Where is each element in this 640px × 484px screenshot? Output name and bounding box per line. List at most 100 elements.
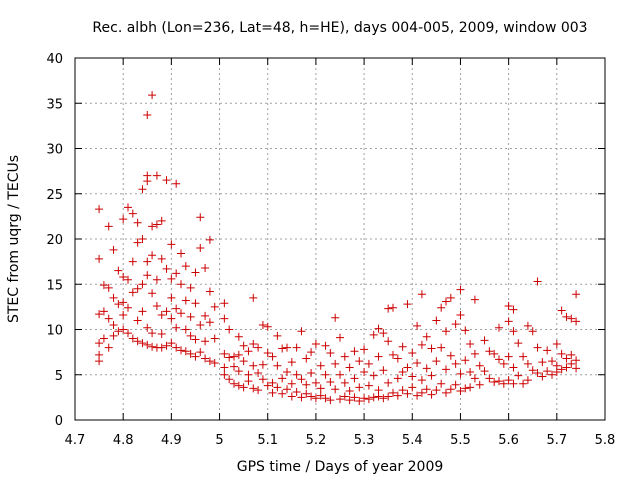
x-tick-label: 5.2 — [306, 433, 327, 448]
data-point — [548, 357, 556, 366]
data-point — [417, 340, 426, 349]
data-point — [143, 177, 152, 186]
data-point — [114, 300, 123, 309]
data-point — [181, 296, 190, 305]
data-point — [196, 320, 205, 329]
data-point — [273, 383, 282, 392]
data-point — [148, 342, 157, 351]
data-point — [340, 392, 349, 401]
data-point — [201, 354, 210, 363]
data-point — [451, 359, 460, 368]
data-point — [364, 381, 373, 390]
data-point — [567, 314, 576, 323]
data-point — [552, 368, 561, 377]
data-point — [466, 368, 475, 377]
data-point — [466, 383, 475, 392]
data-point — [311, 394, 320, 403]
data-point — [148, 222, 157, 231]
data-point — [297, 375, 306, 384]
data-point — [196, 244, 205, 253]
data-point — [128, 288, 137, 297]
data-point — [283, 385, 291, 394]
data-point — [210, 302, 219, 311]
y-tick-label: 35 — [46, 97, 63, 112]
data-point — [398, 386, 407, 395]
data-point — [422, 364, 431, 373]
data-point — [562, 312, 571, 321]
data-point — [446, 385, 455, 394]
ticks-layer: 4.7 4.8 4.9 5 5.1 5.2 5.3 5.4 5.5 5.6 5.7 5.8 0 5 10 15… — [46, 52, 615, 448]
data-point — [519, 379, 528, 388]
data-point — [181, 347, 190, 356]
y-tick-label: 5 — [55, 369, 63, 384]
data-point — [133, 316, 142, 325]
data-point — [379, 394, 388, 403]
data-point — [509, 379, 518, 388]
data-point — [552, 339, 561, 348]
data-point — [321, 341, 330, 350]
data-point — [461, 384, 470, 393]
data-point — [186, 312, 195, 321]
data-point — [225, 353, 234, 362]
data-point — [124, 275, 132, 284]
data-point — [572, 364, 581, 373]
data-point — [432, 386, 441, 395]
data-point — [456, 387, 465, 396]
data-point — [316, 361, 325, 370]
data-point — [205, 357, 214, 366]
data-point — [345, 396, 354, 405]
data-point — [167, 339, 176, 348]
data-point — [495, 323, 503, 332]
data-point — [220, 349, 229, 358]
data-point — [143, 323, 152, 332]
data-point — [191, 352, 200, 361]
data-point — [393, 374, 402, 383]
data-point — [95, 205, 104, 214]
data-point — [124, 203, 132, 212]
data-point — [331, 359, 340, 368]
data-point — [278, 344, 287, 353]
data-point — [225, 375, 234, 384]
data-point — [519, 352, 528, 361]
data-point — [311, 339, 320, 348]
data-point — [369, 371, 378, 380]
data-point — [307, 348, 316, 357]
data-point — [572, 290, 581, 299]
x-tick-label: 5.7 — [546, 433, 567, 448]
data-point — [287, 379, 296, 388]
data-point — [350, 374, 359, 383]
data-point — [148, 289, 157, 298]
data-point — [210, 358, 219, 367]
data-point — [210, 334, 219, 343]
data-point — [234, 381, 243, 390]
y-tick-label: 25 — [46, 188, 63, 203]
data-point — [109, 331, 118, 340]
x-tick-label: 5.1 — [257, 433, 278, 448]
y-tick-label: 30 — [46, 143, 63, 158]
data-point — [509, 363, 518, 372]
data-point — [244, 347, 253, 356]
data-point — [133, 238, 142, 247]
data-point — [234, 367, 243, 376]
data-point — [475, 380, 484, 389]
data-point — [148, 91, 157, 100]
data-point — [297, 393, 306, 402]
data-point — [205, 235, 214, 244]
data-point — [340, 378, 349, 387]
data-point — [427, 371, 436, 380]
x-axis-label: GPS time / Days of year 2009 — [237, 459, 444, 475]
data-point — [316, 391, 325, 400]
data-point — [292, 370, 301, 379]
data-point — [336, 333, 344, 342]
data-point — [234, 350, 243, 359]
data-point — [389, 303, 397, 312]
data-point — [398, 342, 407, 351]
data-point — [138, 307, 147, 316]
data-point — [461, 356, 470, 365]
data-point — [172, 323, 181, 332]
y-tick-label: 15 — [46, 278, 63, 293]
data-point — [263, 381, 272, 390]
data-point — [201, 337, 210, 346]
data-point — [316, 384, 325, 393]
data-point — [466, 339, 475, 348]
